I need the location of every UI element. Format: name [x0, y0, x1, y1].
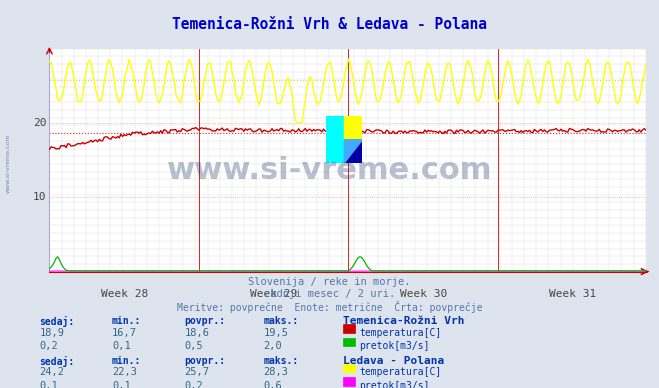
Text: min.:: min.:	[112, 356, 142, 366]
Text: 0,2: 0,2	[40, 341, 58, 352]
Polygon shape	[344, 140, 362, 163]
Text: Week 31: Week 31	[549, 289, 596, 300]
Text: 18,9: 18,9	[40, 328, 65, 338]
Text: sedaj:: sedaj:	[40, 356, 74, 367]
Text: www.si-vreme.com: www.si-vreme.com	[167, 156, 492, 185]
Text: 18,6: 18,6	[185, 328, 210, 338]
Text: Week 28: Week 28	[101, 289, 148, 300]
Text: 20: 20	[33, 118, 46, 128]
Text: povpr.:: povpr.:	[185, 316, 225, 326]
Text: 24,2: 24,2	[40, 367, 65, 378]
Text: 0,1: 0,1	[40, 381, 58, 388]
Text: 0,6: 0,6	[264, 381, 282, 388]
Text: min.:: min.:	[112, 316, 142, 326]
Text: 0,1: 0,1	[112, 381, 130, 388]
Text: Slovenija / reke in morje.: Slovenija / reke in morje.	[248, 277, 411, 288]
Text: Week 29: Week 29	[250, 289, 297, 300]
Text: 19,5: 19,5	[264, 328, 289, 338]
Text: povpr.:: povpr.:	[185, 356, 225, 366]
Text: 25,7: 25,7	[185, 367, 210, 378]
Text: 0,5: 0,5	[185, 341, 203, 352]
Text: pretok[m3/s]: pretok[m3/s]	[359, 341, 430, 352]
Text: 16,7: 16,7	[112, 328, 137, 338]
Text: www.si-vreme.com: www.si-vreme.com	[6, 133, 11, 193]
Text: 22,3: 22,3	[112, 367, 137, 378]
Text: Temenica-Rožni Vrh & Ledava - Polana: Temenica-Rožni Vrh & Ledava - Polana	[172, 17, 487, 33]
Polygon shape	[344, 116, 362, 140]
Text: maks.:: maks.:	[264, 356, 299, 366]
Text: Temenica-Rožni Vrh: Temenica-Rožni Vrh	[343, 316, 464, 326]
Text: Ledava - Polana: Ledava - Polana	[343, 356, 444, 366]
Polygon shape	[326, 116, 344, 163]
Text: Meritve: povprečne  Enote: metrične  Črta: povprečje: Meritve: povprečne Enote: metrične Črta:…	[177, 301, 482, 313]
Text: 0,2: 0,2	[185, 381, 203, 388]
Text: 0,1: 0,1	[112, 341, 130, 352]
Text: 28,3: 28,3	[264, 367, 289, 378]
Text: sedaj:: sedaj:	[40, 316, 74, 327]
Text: temperatura[C]: temperatura[C]	[359, 328, 442, 338]
Text: zadnji mesec / 2 uri.: zadnji mesec / 2 uri.	[264, 289, 395, 299]
Text: Week 30: Week 30	[399, 289, 447, 300]
Text: temperatura[C]: temperatura[C]	[359, 367, 442, 378]
Text: maks.:: maks.:	[264, 316, 299, 326]
Polygon shape	[344, 140, 362, 163]
Text: 2,0: 2,0	[264, 341, 282, 352]
Text: 10: 10	[33, 192, 46, 202]
Text: pretok[m3/s]: pretok[m3/s]	[359, 381, 430, 388]
